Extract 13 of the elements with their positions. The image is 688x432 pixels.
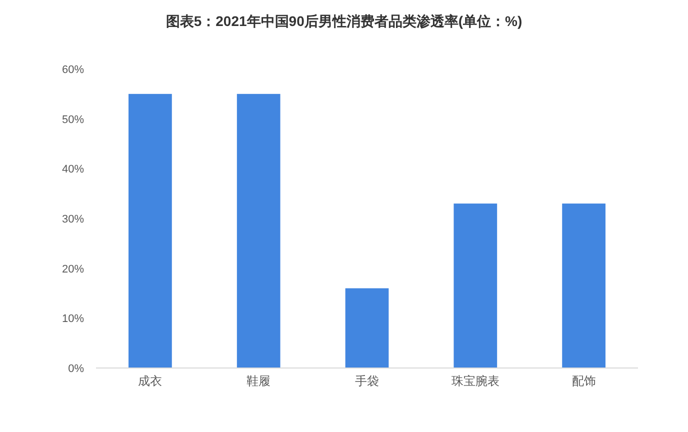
title: 图表5：2021年中国90后男性消费者品类渗透率(单位：%) xyxy=(166,13,522,29)
x-tick-label: 鞋履 xyxy=(246,374,271,388)
y-tick-label: 60% xyxy=(62,64,84,76)
y-tick-label: 0% xyxy=(68,363,84,375)
x-tick-label: 珠宝腕表 xyxy=(451,374,500,388)
x-tick-label: 手袋 xyxy=(355,374,379,388)
x-tick-label: 配饰 xyxy=(572,374,596,388)
y-tick-label: 50% xyxy=(62,114,84,126)
y-tick-label: 10% xyxy=(62,313,84,326)
y-tick-label: 40% xyxy=(62,164,84,176)
y-tick-label: 30% xyxy=(62,214,84,226)
y-tick-label: 20% xyxy=(62,263,84,276)
x-tick-label: 成衣 xyxy=(138,374,162,388)
